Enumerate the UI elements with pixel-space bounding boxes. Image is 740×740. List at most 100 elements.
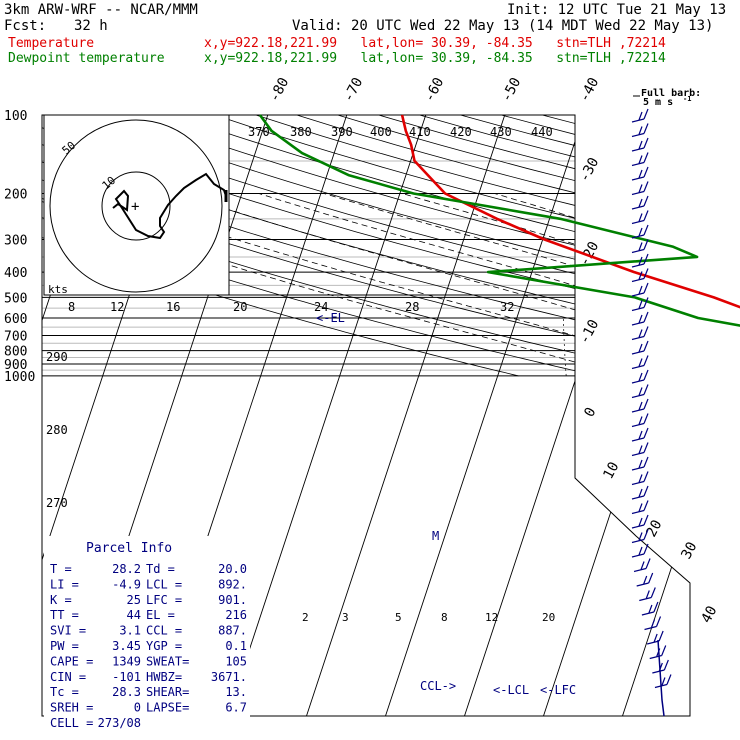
pressure-label: 800 — [4, 345, 27, 360]
wind-barb-flag — [653, 601, 659, 613]
isotherm-label: -60 — [421, 75, 447, 105]
hodograph-trace — [112, 172, 227, 240]
parcel-key: SHEAR= — [146, 685, 189, 699]
parcel-value: 901. — [218, 593, 247, 607]
wind-barb-flag — [648, 604, 653, 614]
dry-adiabat — [337, 115, 690, 377]
ccl-marker: CCL-> — [420, 679, 456, 693]
wind-barb — [652, 669, 665, 674]
parcel-value: 3.1 — [119, 624, 141, 638]
parcel-value: 3.45 — [112, 639, 141, 653]
mixing-ratio-label: 20 — [542, 611, 555, 624]
pressure-label: 200 — [4, 188, 27, 203]
wind-barb-flag — [655, 616, 662, 627]
forecast-label: Fcst: — [4, 18, 47, 34]
wind-barb — [631, 524, 645, 529]
parcel-value: 105 — [225, 654, 247, 668]
wind-barb-flag — [638, 401, 643, 411]
moist-adiabat — [179, 193, 690, 377]
wind-barb-flag — [643, 311, 649, 323]
theta-label: 410 — [409, 125, 431, 139]
dewpoint-location: x,y=922.18,221.99 lat,lon= 30.39, -84.35… — [204, 51, 666, 66]
wind-barb-flag — [643, 413, 649, 424]
speed-label: 8 — [68, 300, 75, 314]
parcel-key: Td = — [146, 562, 175, 576]
wind-barb-flag — [650, 619, 656, 628]
wind-barb-flag — [643, 195, 649, 207]
wind-barb — [631, 408, 645, 413]
wind-barb-flag — [638, 532, 643, 541]
theta-label: 440 — [531, 125, 553, 139]
dry-adiabat — [42, 115, 519, 377]
wind-barb-flag — [638, 546, 643, 556]
wind-barb-flag — [643, 181, 649, 192]
parcel-value: 44 — [127, 608, 141, 622]
parcel-key: SWEAT= — [146, 654, 189, 668]
wind-barb-flag — [638, 430, 643, 440]
wind-barb — [631, 422, 645, 428]
wind-barb — [631, 219, 645, 225]
wind-barb-flag — [643, 529, 649, 540]
moist-adiabat — [596, 193, 690, 377]
parcel-value: 3671. — [211, 670, 247, 684]
wind-barb — [631, 176, 645, 181]
speed-label: 28 — [405, 300, 419, 314]
wind-barb-flag — [638, 517, 643, 527]
isotherm-label: 30 — [678, 539, 700, 561]
moist-adiabat — [692, 194, 740, 376]
wind-barb-flag — [643, 268, 649, 279]
mixing-ratio-label: 2 — [302, 611, 309, 624]
parcel-key: CAPE = — [50, 654, 93, 668]
wind-barb-flag — [638, 314, 643, 324]
parcel-value: 13. — [225, 685, 247, 699]
wind-barb — [631, 161, 645, 167]
wind-barb-flag — [643, 108, 649, 120]
wind-barb — [631, 190, 645, 196]
wind-barb-flag — [643, 355, 649, 366]
theta-label: 380 — [290, 125, 312, 139]
parcel-value: 887. — [218, 624, 247, 638]
wind-barb-flag — [638, 329, 643, 338]
wind-barb — [639, 596, 652, 602]
wind-barb-flag — [645, 590, 650, 599]
theta-label: 390 — [331, 125, 353, 139]
wind-barb — [631, 451, 645, 457]
valid-time: Valid: 20 UTC Wed 22 May 13 (14 MDT Wed … — [292, 18, 714, 34]
parcel-key: EL = — [146, 608, 175, 622]
wind-barb — [631, 306, 645, 312]
hodograph-center: + — [131, 199, 139, 215]
theta-side-label: 270 — [46, 496, 68, 510]
parcel-key: Tc = — [50, 685, 79, 699]
wind-barb — [631, 248, 645, 254]
isotherm-label: 0 — [581, 405, 599, 420]
wind-barb-flag — [638, 184, 643, 193]
wind-barb — [641, 611, 655, 616]
pressure-label: 300 — [4, 233, 27, 248]
parcel-value: 25 — [127, 593, 141, 607]
barb-units: 5 m s — [643, 97, 673, 108]
isotherm — [464, 115, 664, 716]
parcel-key: LAPSE= — [146, 701, 189, 715]
wind-barb-flag — [643, 442, 649, 453]
isotherm — [622, 115, 690, 716]
moist-adiabat — [323, 193, 690, 377]
forecast-hour: 32 h — [74, 18, 108, 34]
parcel-key: LCL = — [146, 577, 182, 591]
isotherm-label: -30 — [576, 155, 602, 185]
wind-barb-flag — [638, 242, 643, 251]
wind-barb-flag — [643, 297, 649, 308]
wind-barb — [631, 335, 645, 341]
wind-barb — [644, 625, 657, 631]
wind-barb-flag — [643, 210, 649, 221]
wind-barb — [631, 437, 645, 442]
parcel-box — [44, 536, 250, 728]
wind-barb-flag — [643, 575, 648, 585]
pressure-label: 900 — [4, 358, 27, 373]
wind-barb-flag — [638, 256, 643, 266]
wind-barb-flag — [643, 514, 649, 526]
dry-adiabat — [173, 115, 690, 377]
parcel-key: LI = — [50, 577, 79, 591]
wind-barb-flag — [638, 358, 643, 367]
wind-barb-flag — [638, 169, 643, 179]
